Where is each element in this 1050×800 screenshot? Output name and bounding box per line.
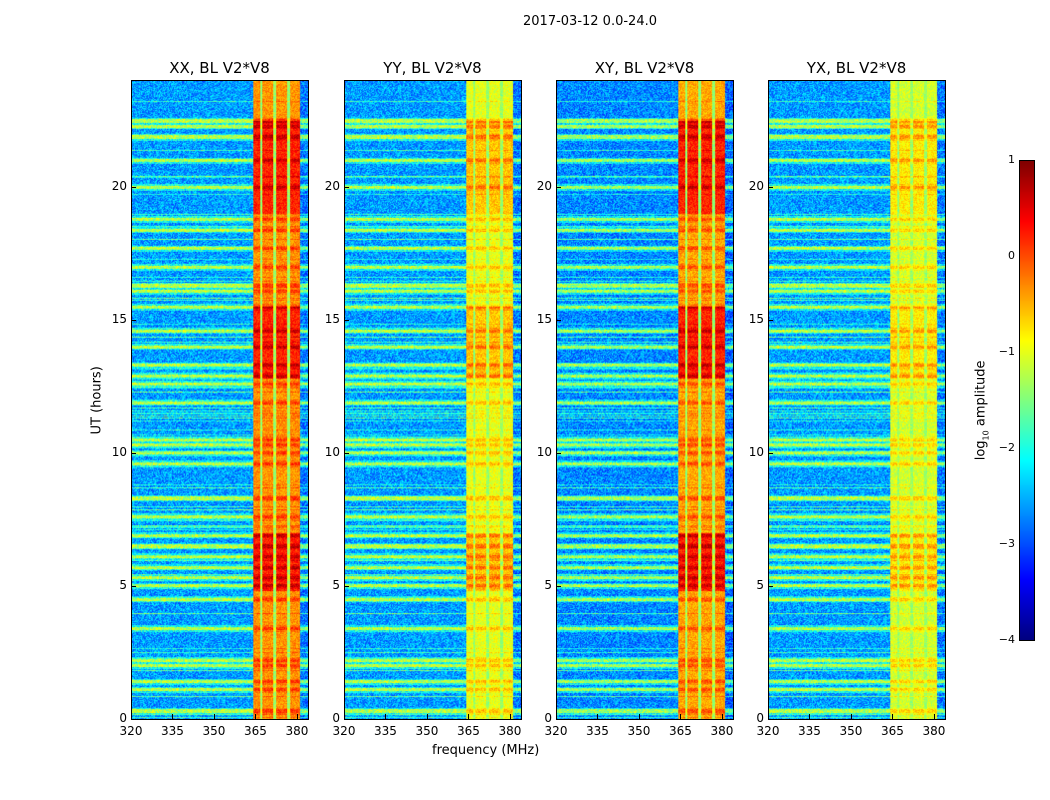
x-tick-label: 380 — [710, 724, 734, 738]
x-tick-mark — [426, 714, 428, 719]
x-tick-mark — [385, 714, 387, 719]
colorbar-tick-label: −2 — [998, 441, 1015, 454]
figure-title: 2017-03-12 0.0-24.0 — [523, 14, 657, 29]
x-tick-label: 320 — [332, 724, 356, 738]
y-tick-mark — [768, 186, 773, 188]
heatmap-panel-3 — [556, 80, 734, 720]
y-tick-mark — [344, 719, 349, 720]
x-tick-mark — [721, 714, 723, 719]
y-tick-label: 5 — [544, 577, 552, 592]
x-tick-label: 350 — [839, 724, 863, 738]
y-tick-mark — [344, 585, 349, 587]
x-tick-mark — [468, 714, 470, 719]
y-tick-mark — [131, 719, 136, 720]
y-tick-mark — [344, 186, 349, 188]
panel-title: XX, BL V2*V8 — [169, 59, 270, 77]
y-tick-mark — [131, 585, 136, 587]
y-tick-mark — [131, 452, 136, 454]
heatmap-panel-1 — [131, 80, 309, 720]
y-tick-mark — [768, 319, 773, 321]
y-tick-label: 15 — [111, 311, 127, 326]
x-tick-mark — [131, 714, 132, 719]
x-tick-label: 320 — [544, 724, 568, 738]
x-tick-mark — [680, 714, 682, 719]
y-tick-mark — [768, 585, 773, 587]
x-tick-mark — [172, 714, 174, 719]
x-tick-label: 365 — [881, 724, 904, 738]
heatmap-panel-4 — [768, 80, 946, 720]
colorbar-tick-label: −4 — [998, 633, 1015, 646]
y-tick-label: 5 — [756, 577, 764, 592]
x-tick-label: 335 — [586, 724, 609, 738]
y-tick-mark — [131, 186, 136, 188]
x-tick-label: 320 — [119, 724, 143, 738]
x-tick-label: 335 — [374, 724, 397, 738]
x-tick-label: 380 — [922, 724, 946, 738]
y-tick-label: 10 — [324, 444, 340, 459]
y-tick-mark — [131, 319, 136, 321]
x-tick-mark — [509, 714, 511, 719]
x-tick-mark — [768, 714, 769, 719]
x-tick-mark — [892, 714, 894, 719]
y-tick-label: 0 — [332, 711, 340, 725]
colorbar-tick-label: −1 — [998, 345, 1015, 358]
x-tick-mark — [597, 714, 599, 719]
x-tick-mark — [296, 714, 298, 719]
x-tick-mark — [255, 714, 257, 719]
y-tick-label: 20 — [111, 178, 127, 193]
y-tick-mark — [768, 719, 773, 720]
y-tick-mark — [556, 585, 561, 587]
x-tick-label: 350 — [202, 724, 226, 738]
colorbar-tick-label: −3 — [998, 537, 1015, 550]
x-tick-label: 380 — [498, 724, 522, 738]
y-tick-label: 10 — [536, 444, 552, 459]
x-tick-label: 365 — [457, 724, 480, 738]
x-tick-label: 380 — [285, 724, 309, 738]
y-tick-label: 10 — [748, 444, 764, 459]
x-tick-mark — [638, 714, 640, 719]
y-tick-label: 20 — [536, 178, 552, 193]
x-tick-label: 365 — [244, 724, 267, 738]
y-tick-label: 15 — [748, 311, 764, 326]
x-tick-label: 350 — [415, 724, 439, 738]
x-tick-mark — [850, 714, 852, 719]
panel-title: YX, BL V2*V8 — [806, 59, 907, 77]
y-tick-label: 15 — [536, 311, 552, 326]
y-tick-label: 0 — [119, 711, 127, 725]
y-axis-label: UT (hours) — [89, 366, 105, 435]
y-tick-label: 0 — [544, 711, 552, 725]
x-tick-label: 335 — [798, 724, 821, 738]
x-tick-label: 365 — [669, 724, 692, 738]
y-tick-label: 20 — [324, 178, 340, 193]
x-tick-mark — [933, 714, 935, 719]
colorbar — [1019, 160, 1035, 641]
x-tick-mark — [344, 714, 345, 719]
y-tick-label: 15 — [324, 311, 340, 326]
y-tick-label: 20 — [748, 178, 764, 193]
x-tick-label: 335 — [161, 724, 184, 738]
x-tick-label: 350 — [627, 724, 651, 738]
colorbar-tick-label: 0 — [1008, 249, 1015, 262]
y-tick-label: 10 — [111, 444, 127, 459]
x-tick-mark — [809, 714, 811, 719]
y-tick-mark — [768, 452, 773, 454]
x-tick-mark — [556, 714, 557, 719]
y-tick-label: 5 — [332, 577, 340, 592]
x-axis-label: frequency (MHz) — [432, 743, 540, 758]
colorbar-tick-label: 1 — [1008, 153, 1015, 166]
y-tick-mark — [556, 186, 561, 188]
heatmap-panel-2 — [344, 80, 522, 720]
panel-title: YY, BL V2*V8 — [383, 59, 482, 77]
x-tick-mark — [213, 714, 215, 719]
panel-title: XY, BL V2*V8 — [594, 59, 695, 77]
y-tick-mark — [344, 452, 349, 454]
y-tick-label: 0 — [756, 711, 764, 725]
y-tick-mark — [556, 719, 561, 720]
y-tick-label: 5 — [119, 577, 127, 592]
x-tick-label: 320 — [756, 724, 780, 738]
y-tick-mark — [344, 319, 349, 321]
y-tick-mark — [556, 319, 561, 321]
y-tick-mark — [556, 452, 561, 454]
